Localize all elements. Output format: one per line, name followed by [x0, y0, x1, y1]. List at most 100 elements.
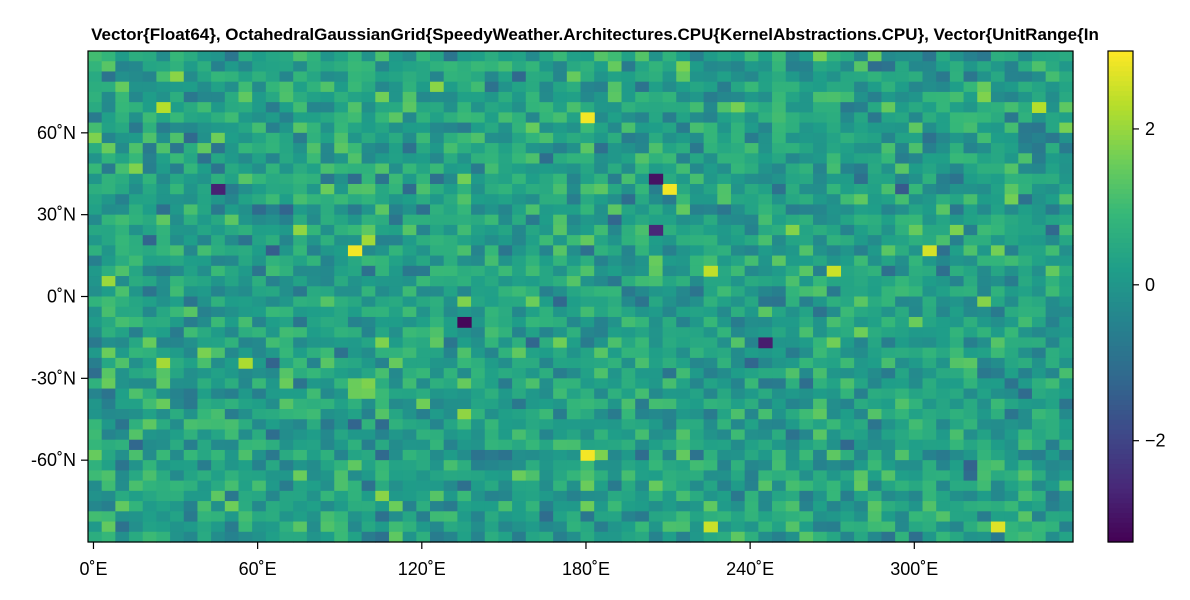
- heatmap-cell: [717, 153, 732, 165]
- heatmap-cell: [922, 480, 937, 492]
- heatmap-cell: [142, 337, 157, 349]
- heatmap-cell: [471, 449, 486, 461]
- heatmap-cell: [662, 153, 677, 165]
- heatmap-cell: [224, 316, 240, 328]
- heatmap-cell: [293, 132, 308, 144]
- heatmap-cell: [621, 61, 636, 73]
- heatmap-cell: [772, 316, 787, 328]
- heatmap-cell: [211, 337, 226, 349]
- heatmap-cell: [635, 409, 650, 420]
- heatmap-cell: [471, 245, 486, 257]
- heatmap-cell: [347, 460, 363, 471]
- heatmap-cell: [361, 460, 376, 471]
- heatmap-cell: [443, 306, 458, 318]
- heatmap-cell: [265, 286, 281, 298]
- heatmap-cell: [949, 327, 965, 339]
- heatmap-cell: [949, 337, 965, 349]
- heatmap-cell: [854, 276, 869, 287]
- heatmap-cell: [539, 368, 554, 379]
- heatmap-cell: [607, 470, 623, 482]
- heatmap-cell: [826, 214, 842, 226]
- heatmap-cell: [990, 511, 1006, 523]
- heatmap-cell: [785, 245, 800, 257]
- heatmap-cell: [1004, 470, 1019, 482]
- heatmap-cell: [1004, 337, 1019, 349]
- heatmap-cell: [320, 409, 335, 420]
- heatmap-cell: [1031, 235, 1047, 246]
- heatmap-cell: [703, 388, 718, 400]
- heatmap-cell: [867, 102, 883, 113]
- heatmap-cell: [648, 480, 664, 492]
- heatmap-cell: [457, 501, 472, 512]
- heatmap-cell: [840, 214, 855, 226]
- heatmap-cell: [566, 501, 582, 512]
- heatmap-cell: [922, 276, 937, 287]
- heatmap-cell: [525, 501, 541, 512]
- heatmap-cell: [498, 71, 513, 83]
- heatmap-cell: [402, 460, 417, 471]
- heatmap-cell: [772, 143, 787, 154]
- heatmap-cell: [662, 398, 677, 410]
- heatmap-cell: [361, 183, 376, 195]
- heatmap-cell: [388, 470, 404, 482]
- heatmap-cell: [621, 91, 636, 103]
- heatmap-cell: [430, 255, 445, 267]
- heatmap-cell: [224, 61, 240, 73]
- heatmap-cell: [977, 81, 992, 93]
- heatmap-cell: [170, 480, 185, 492]
- heatmap-cell: [621, 296, 636, 308]
- heatmap-cell: [936, 183, 951, 195]
- heatmap-cell: [1018, 531, 1033, 543]
- heatmap-cell: [115, 163, 130, 175]
- heatmap-cell: [361, 71, 376, 83]
- heatmap-cell: [580, 245, 595, 257]
- heatmap-cell: [908, 460, 924, 471]
- heatmap-cell: [977, 501, 992, 512]
- heatmap-cell: [129, 419, 144, 431]
- heatmap-cell: [1004, 112, 1019, 124]
- heatmap-cell: [170, 81, 185, 93]
- heatmap-cell: [990, 419, 1006, 431]
- heatmap-cell: [854, 347, 869, 359]
- heatmap-cell: [908, 347, 924, 359]
- heatmap-cell: [101, 439, 116, 451]
- heatmap-cell: [1059, 521, 1074, 533]
- heatmap-cell: [388, 490, 404, 502]
- heatmap-cell: [238, 449, 253, 461]
- heatmap-cell: [471, 327, 486, 339]
- heatmap-cell: [347, 153, 363, 165]
- heatmap-cell: [990, 409, 1006, 420]
- heatmap-cell: [990, 71, 1006, 83]
- heatmap-cell: [347, 429, 363, 441]
- heatmap-cell: [457, 163, 472, 175]
- heatmap-cell: [867, 61, 883, 73]
- heatmap-cell: [607, 419, 623, 431]
- heatmap-cell: [977, 306, 992, 318]
- heatmap-cell: [279, 521, 294, 533]
- colorbar-segment: [1108, 134, 1133, 140]
- heatmap-cell: [772, 368, 787, 379]
- colorbar-segment: [1108, 370, 1133, 376]
- heatmap-cell: [977, 531, 992, 543]
- heatmap-cell: [813, 511, 828, 523]
- heatmap-cell: [990, 316, 1006, 328]
- colorbar-segment: [1108, 51, 1133, 57]
- heatmap-cell: [129, 91, 144, 103]
- heatmap-cell: [703, 214, 718, 226]
- heatmap-cell: [1031, 347, 1047, 359]
- heatmap-cell: [826, 51, 842, 62]
- heatmap-cell: [854, 490, 869, 502]
- heatmap-cell: [416, 214, 431, 226]
- heatmap-cell: [703, 51, 718, 62]
- heatmap-cell: [813, 378, 828, 390]
- heatmap-cell: [471, 183, 486, 195]
- heatmap-cell: [375, 368, 390, 379]
- heatmap-cell: [799, 460, 814, 471]
- heatmap-cell: [539, 183, 554, 195]
- heatmap-cell: [1031, 368, 1047, 379]
- heatmap-cell: [238, 143, 253, 154]
- heatmap-cell: [594, 102, 609, 113]
- heatmap-cell: [648, 91, 664, 103]
- heatmap-cell: [566, 132, 582, 144]
- heatmap-cell: [936, 276, 951, 287]
